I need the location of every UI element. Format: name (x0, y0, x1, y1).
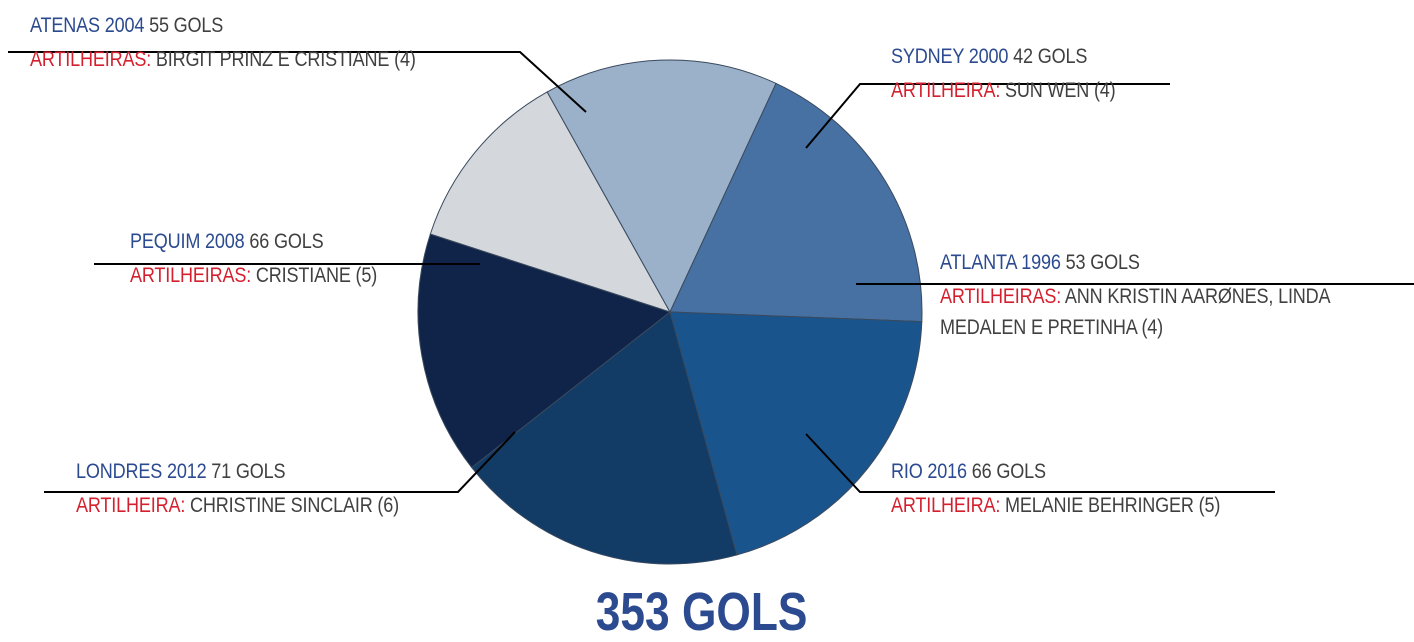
pie-slice-rio-2016 (669, 82, 923, 323)
scorer-names: CHRISTINE SINCLAIR (6) (190, 494, 399, 517)
edition-name: ATLANTA 1996 (940, 251, 1061, 274)
pie-slice-atenas-2004 (417, 233, 672, 469)
label-pequim-2008: PEQUIM 2008 66 GOLS ARTILHEIRAS: CRISTIA… (130, 230, 377, 288)
goals-count: 71 GOLS (211, 460, 286, 483)
goals-count: 42 GOLS (1013, 45, 1088, 68)
label-londres-2012: LONDRES 2012 71 GOLS ARTILHEIRA: CHRISTI… (76, 460, 399, 518)
pie-slice-sydney-2000 (429, 91, 672, 313)
total-goals: 353 GOLS (595, 582, 808, 642)
goals-count: 55 GOLS (149, 14, 224, 37)
edition-name: LONDRES 2012 (76, 460, 207, 483)
goals-count: 66 GOLS (971, 460, 1046, 483)
leader-line-atenas-2004 (8, 51, 587, 113)
scorer-names: ANN KRISTIN AARØNES, LINDA (1064, 285, 1331, 308)
scorer-title: ARTILHEIRA: (891, 494, 1001, 517)
scorer-names: SUN WEN (4) (1005, 79, 1116, 102)
leader-line-londres-2012 (44, 431, 516, 493)
scorer-names: BIRGIT PRINZ E CRISTIANE (4) (155, 48, 416, 71)
scorer-title: ARTILHEIRA: (76, 494, 186, 517)
scorer-title: ARTILHEIRA: (891, 79, 1001, 102)
label-atenas-2004: ATENAS 2004 55 GOLS ARTILHEIRAS: BIRGIT … (30, 14, 416, 72)
edition-name: RIO 2016 (891, 460, 967, 483)
edition-name: SYDNEY 2000 (891, 45, 1009, 68)
scorer-title: ARTILHEIRAS: (940, 285, 1062, 308)
scorer-title: ARTILHEIRAS: (130, 264, 252, 287)
pie-slice-pequim-2008 (470, 311, 738, 565)
label-atlanta-1996: ATLANTA 1996 53 GOLS ARTILHEIRAS: ANN KR… (940, 251, 1331, 340)
pie-slice-londres-2012 (669, 311, 923, 556)
scorer-names: MELANIE BEHRINGER (5) (1005, 494, 1221, 517)
goals-count: 53 GOLS (1065, 251, 1140, 274)
scorer-names-continued: MEDALEN E PRETINHA (4) (940, 316, 1164, 339)
pie-slice-atlanta-1996 (546, 59, 777, 314)
leader-line-rio-2016 (805, 433, 1275, 493)
edition-name: ATENAS 2004 (30, 14, 145, 37)
goals-count: 66 GOLS (249, 230, 324, 253)
scorer-title: ARTILHEIRAS: (30, 48, 152, 71)
label-rio-2016: RIO 2016 66 GOLS ARTILHEIRA: MELANIE BEH… (891, 460, 1220, 518)
leader-line-sydney-2000 (805, 83, 1170, 149)
label-sydney-2000: SYDNEY 2000 42 GOLS ARTILHEIRA: SUN WEN … (891, 45, 1116, 103)
edition-name: PEQUIM 2008 (130, 230, 245, 253)
scorer-names: CRISTIANE (5) (255, 264, 378, 287)
